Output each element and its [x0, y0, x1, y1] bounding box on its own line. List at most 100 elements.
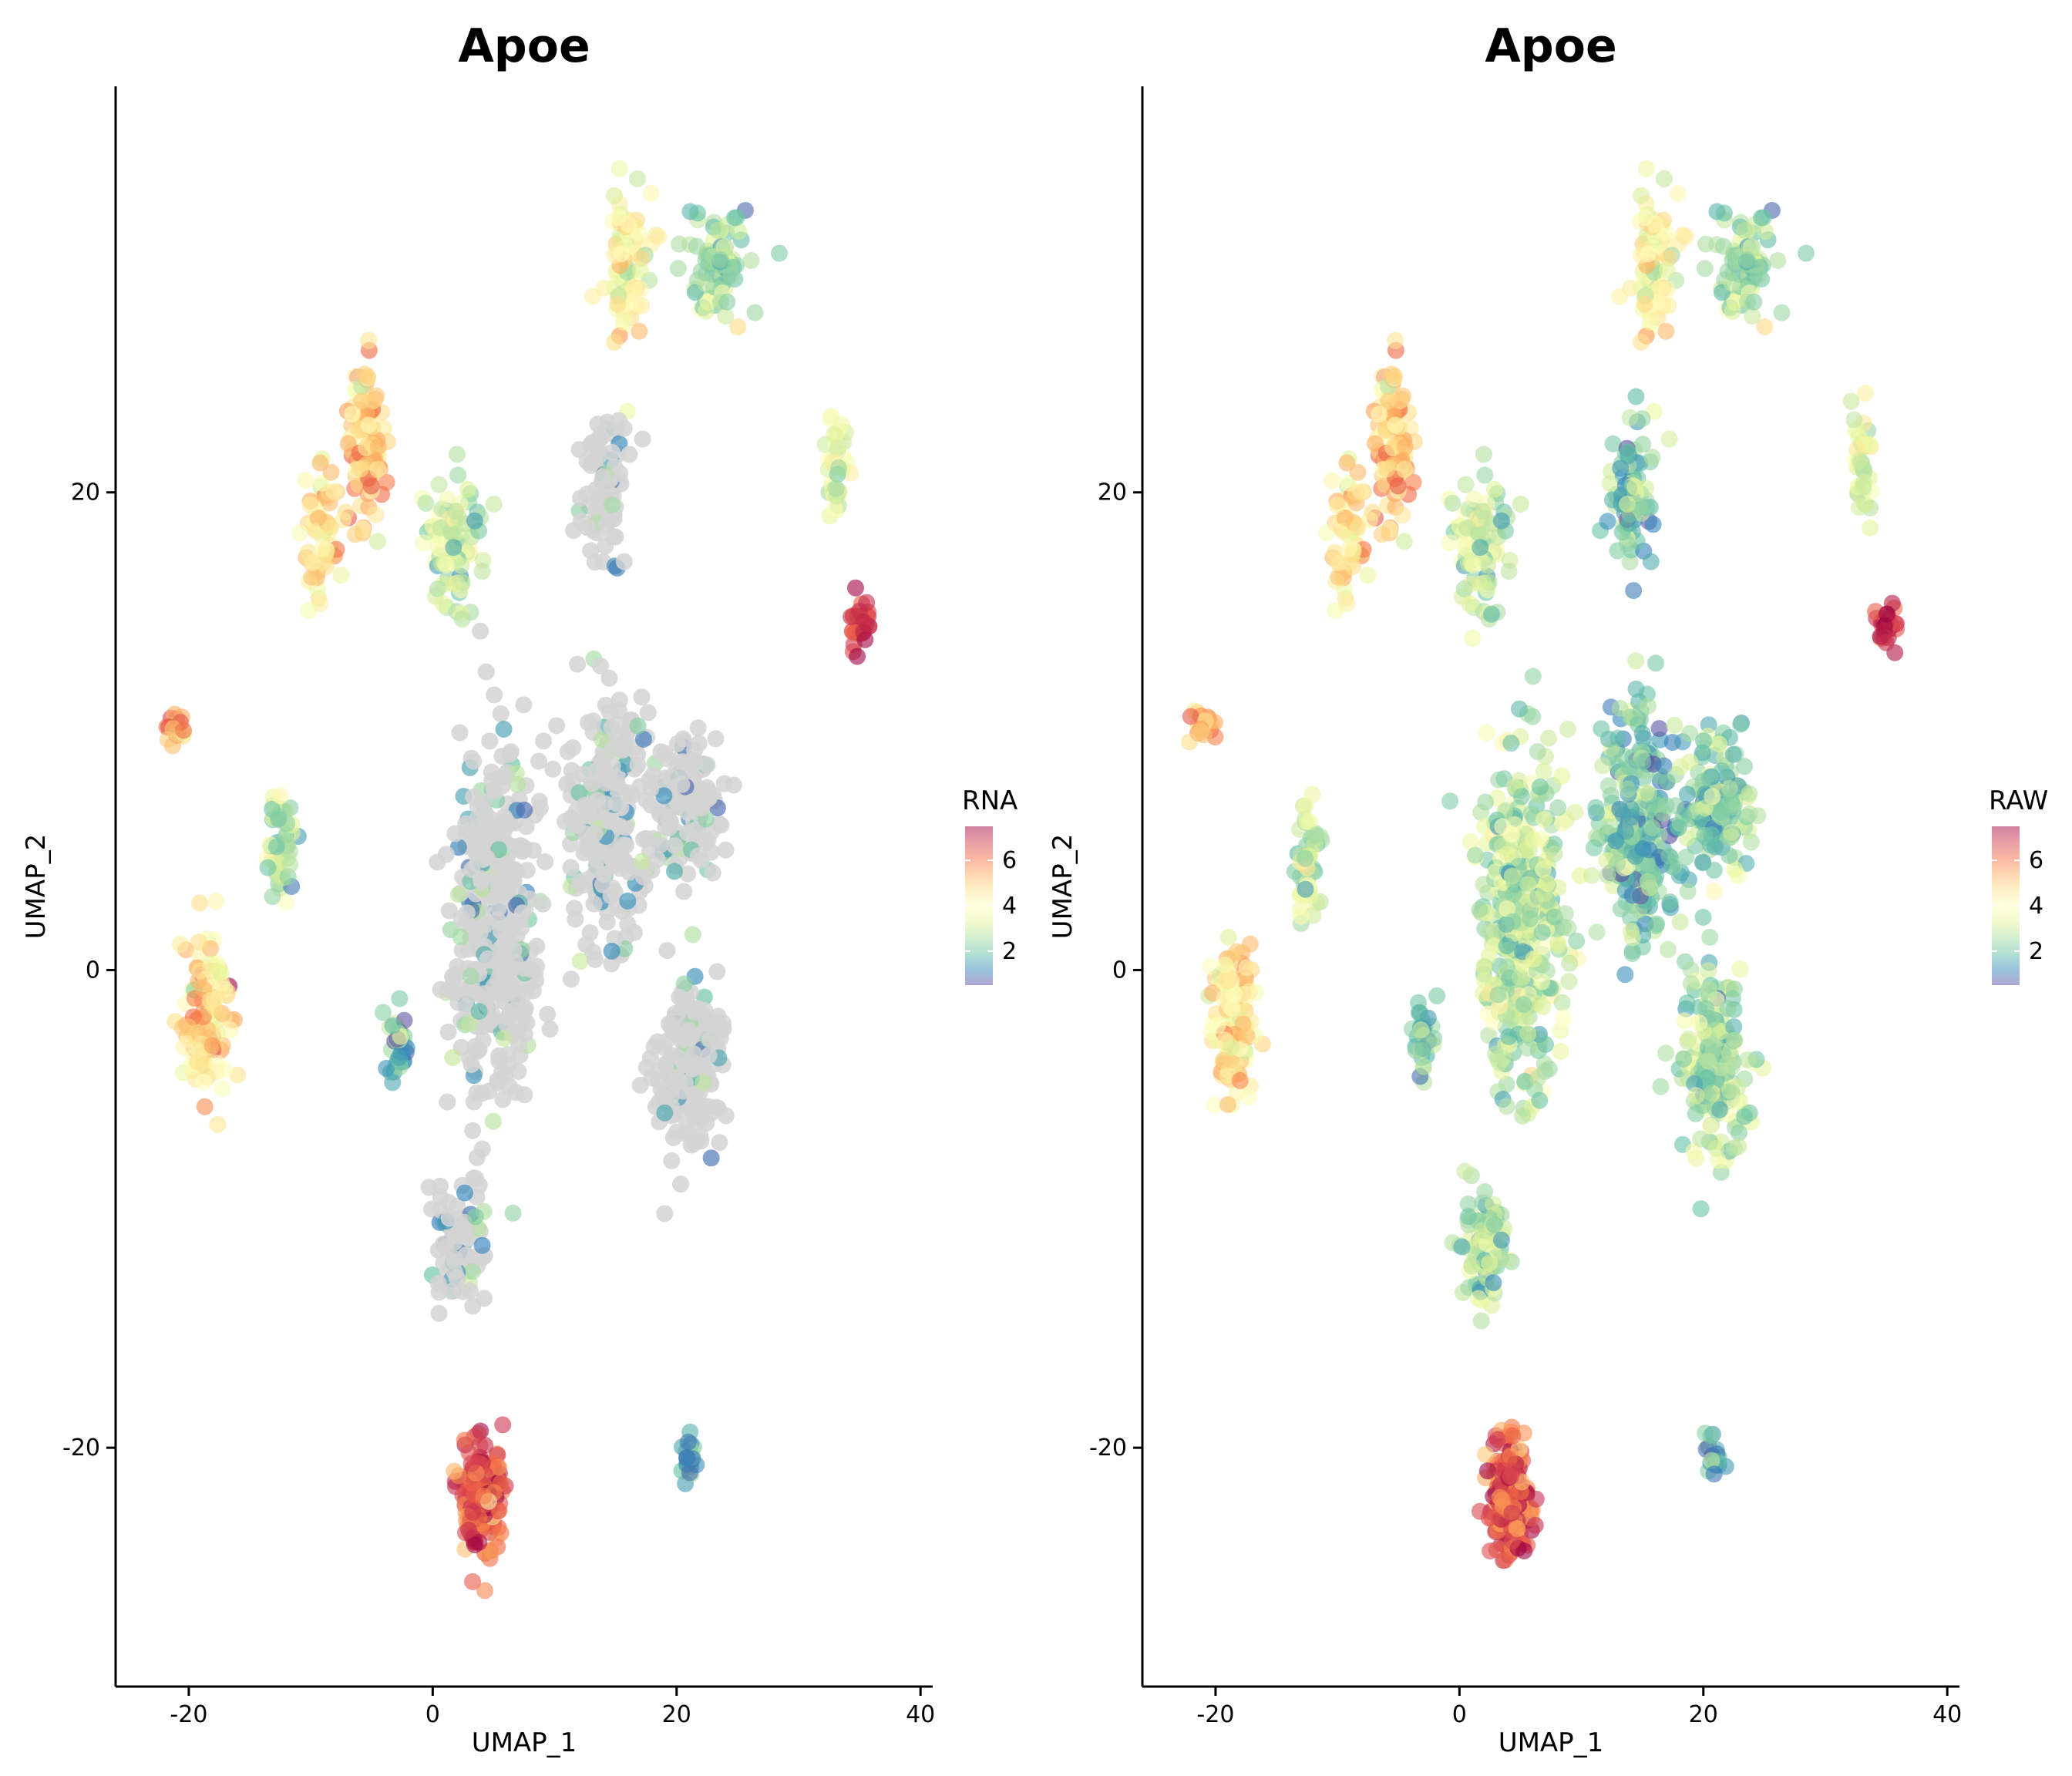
data-point — [196, 1098, 214, 1115]
data-point — [332, 567, 350, 584]
data-point — [277, 893, 294, 911]
data-point — [1412, 1021, 1430, 1038]
data-point — [1529, 743, 1546, 761]
data-point — [603, 772, 621, 790]
data-point — [464, 1122, 482, 1139]
data-point — [204, 1037, 221, 1054]
data-point — [1705, 883, 1723, 900]
data-point — [678, 1449, 695, 1467]
data-point — [1566, 803, 1584, 821]
data-point — [449, 466, 467, 484]
data-point — [1690, 1014, 1708, 1032]
data-point — [449, 957, 466, 975]
data-point — [1677, 848, 1695, 866]
data-point — [539, 1005, 557, 1023]
data-point — [1640, 245, 1657, 263]
data-point — [580, 714, 597, 732]
data-point — [1670, 819, 1687, 836]
data-point — [1297, 880, 1314, 898]
data-point — [666, 837, 684, 854]
data-point — [473, 1236, 491, 1254]
data-point — [679, 865, 697, 883]
data-point — [644, 766, 661, 784]
data-point — [1469, 1290, 1487, 1307]
color-legend: RNA 2 4 6 — [962, 785, 1018, 985]
data-point — [1555, 1009, 1572, 1027]
data-point — [1459, 1208, 1477, 1226]
data-point — [685, 1059, 703, 1076]
data-point — [1394, 506, 1411, 523]
data-point — [1537, 1036, 1554, 1053]
data-point — [1529, 1069, 1547, 1087]
data-point — [384, 1017, 402, 1034]
data-point — [281, 856, 299, 873]
data-point — [604, 496, 621, 513]
data-point — [613, 245, 630, 263]
data-point — [1383, 365, 1401, 383]
data-point — [1647, 654, 1664, 672]
data-point — [651, 1061, 668, 1079]
data-point — [420, 1179, 438, 1196]
data-point — [717, 841, 735, 859]
data-point — [301, 496, 319, 514]
data-point — [1500, 563, 1518, 580]
data-point — [658, 942, 676, 960]
data-point — [843, 608, 859, 626]
data-point — [506, 838, 524, 856]
color-legend: RAW 2 4 6 — [1989, 785, 2048, 985]
data-point — [462, 967, 479, 985]
data-point — [1488, 1431, 1506, 1448]
data-point — [1514, 1107, 1532, 1125]
data-point — [485, 781, 503, 799]
data-point — [1317, 524, 1335, 542]
data-point — [1387, 416, 1404, 434]
data-point — [300, 602, 318, 619]
data-point — [456, 998, 474, 1015]
data-point — [631, 281, 649, 298]
data-point — [360, 331, 378, 349]
data-point — [446, 1250, 463, 1268]
data-point — [1634, 753, 1652, 771]
data-point — [712, 816, 730, 834]
data-point — [1773, 304, 1791, 321]
data-point — [291, 524, 308, 542]
data-point — [1476, 466, 1494, 484]
data-point — [1660, 430, 1678, 448]
data-point — [655, 1038, 673, 1056]
x-tick-label: 0 — [426, 1701, 440, 1728]
data-point — [711, 251, 729, 268]
data-point — [530, 792, 548, 810]
data-point — [1692, 1130, 1710, 1148]
data-point — [600, 669, 618, 687]
data-point — [676, 1074, 694, 1092]
data-point — [444, 1049, 462, 1066]
data-point — [729, 318, 747, 335]
data-point — [457, 815, 475, 832]
data-point — [726, 209, 743, 227]
data-point — [1236, 985, 1253, 1003]
data-point — [437, 557, 455, 574]
data-point — [471, 924, 489, 942]
data-point — [461, 1014, 479, 1032]
data-point — [629, 756, 647, 774]
data-point — [1724, 302, 1741, 320]
data-point — [582, 542, 600, 560]
data-point — [481, 732, 499, 750]
data-point — [1588, 923, 1606, 941]
data-point — [1461, 595, 1478, 613]
y-tick-label: 20 — [71, 479, 100, 506]
x-tick-label: 20 — [662, 1701, 691, 1728]
data-point — [513, 904, 531, 922]
data-point — [1678, 994, 1696, 1011]
data-point — [476, 1582, 493, 1599]
data-point — [541, 1021, 559, 1038]
data-point — [1352, 483, 1370, 500]
panel-title: Apoe — [1485, 19, 1616, 73]
data-point — [698, 779, 716, 796]
data-point — [496, 809, 513, 826]
data-point — [1407, 1041, 1424, 1059]
data-point — [1587, 799, 1605, 816]
data-point — [1583, 866, 1600, 884]
data-point — [691, 1128, 709, 1145]
data-point — [1472, 575, 1488, 593]
